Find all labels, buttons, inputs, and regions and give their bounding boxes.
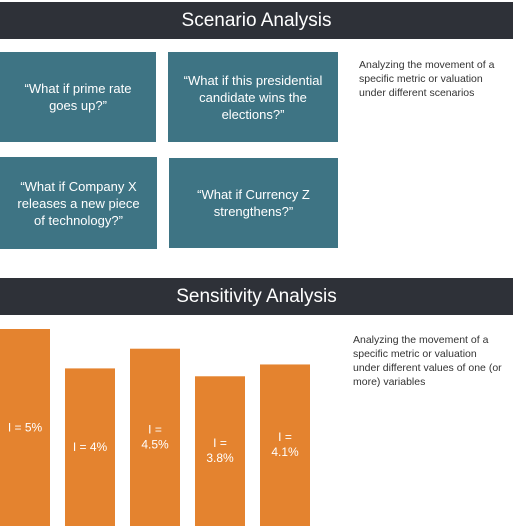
scenario-box-presidential-candidate: “What if this presidential candidate win…	[168, 52, 338, 142]
bar-5	[260, 364, 310, 526]
sensitivity-bar-chart: I = 5% I = 4% I = 4.5% I = 3.8% I = 4.1%	[0, 329, 310, 526]
bar-3	[130, 348, 180, 526]
bar-label-5: I = 4.1%	[271, 430, 299, 459]
bar-label-4: I = 3.8%	[206, 436, 234, 465]
bar-4	[195, 376, 245, 526]
scenario-box-text: “What if this presidential candidate win…	[183, 72, 323, 122]
scenario-box-text: “What if Currency Z strengthens?”	[197, 187, 310, 219]
bar-label-1: I = 5%	[8, 421, 43, 435]
sensitivity-analysis-description: Analyzing the movement of a specific met…	[353, 334, 502, 388]
scenario-box-text: “What if prime rate goes up?”	[24, 81, 132, 113]
sensitivity-analysis-title: Sensitivity Analysis	[176, 285, 337, 307]
scenario-analysis-title: Scenario Analysis	[181, 9, 332, 31]
scenario-box-currency: “What if Currency Z strengthens?”	[169, 158, 338, 248]
scenario-box-company-technology: “What if Company X releases a new piece …	[0, 157, 157, 249]
bar-2	[65, 368, 115, 526]
scenario-analysis-header: Scenario Analysis	[0, 2, 513, 39]
scenario-box-prime-rate: “What if prime rate goes up?”	[0, 52, 156, 142]
bar-1	[0, 329, 50, 526]
bar-label-2: I = 4%	[73, 440, 108, 454]
scenario-analysis-description: Analyzing the movement of a specific met…	[359, 59, 495, 99]
sensitivity-analysis-header: Sensitivity Analysis	[0, 278, 513, 315]
scenario-box-text: “What if Company X releases a new piece …	[17, 178, 140, 228]
bar-label-3: I = 4.5%	[141, 422, 169, 451]
